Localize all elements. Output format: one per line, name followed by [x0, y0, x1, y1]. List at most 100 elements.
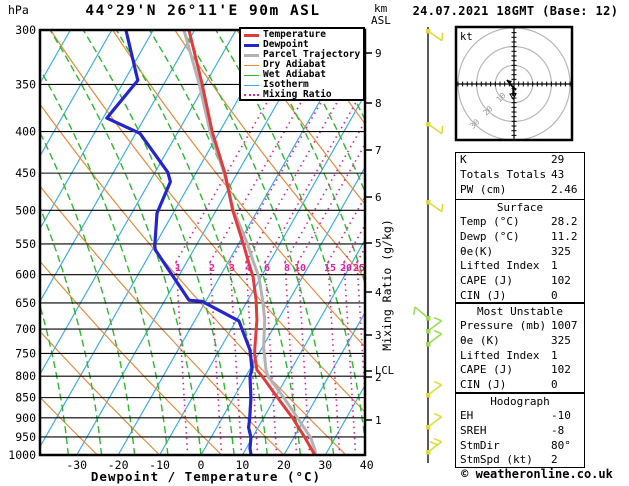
stat-value: 1 [551, 259, 558, 273]
legend-item-mixing-ratio: Mixing Ratio [241, 90, 363, 100]
stat-row: Temp (°C) 28.2 [456, 215, 584, 230]
svg-text:300: 300 [15, 23, 36, 37]
legend-item-parcel-trajectory: Parcel Trajectory [241, 50, 363, 60]
legend-line-sample [244, 43, 259, 47]
stat-value: 0 [551, 378, 558, 392]
svg-text:8: 8 [284, 263, 290, 274]
stat-value: 80° [551, 438, 571, 452]
stat-value: -8 [551, 423, 565, 437]
stat-value: 1007 [551, 319, 578, 332]
svg-text:800: 800 [15, 369, 36, 383]
svg-text:8: 8 [375, 97, 382, 110]
svg-text:-30: -30 [66, 458, 87, 472]
wind-barb-dot [426, 316, 431, 321]
stat-label: Pressure (mb) [460, 319, 547, 332]
stat-row: Lifted Index 1 [456, 259, 584, 274]
svg-text:450: 450 [15, 166, 36, 180]
svg-text:Dewpoint / Temperature (°C): Dewpoint / Temperature (°C) [91, 469, 321, 484]
stat-row: CAPE (J) 102 [456, 363, 584, 378]
stat-row: θe(K) 325 [456, 245, 584, 260]
stat-value: 325 [551, 244, 571, 258]
legend-line-sample [244, 94, 259, 96]
stat-row: Totals Totals 43 [456, 168, 584, 183]
stat-row: StmDir 80° [456, 439, 584, 454]
hodograph-unit-label: kt [460, 31, 473, 43]
stat-label: StmDir [460, 438, 500, 452]
stat-value: 102 [551, 274, 571, 288]
svg-text:700: 700 [15, 322, 36, 336]
legend-label: Wet Adiabat [263, 69, 326, 80]
svg-text:350: 350 [15, 77, 36, 91]
stat-label: θe (K) [460, 333, 500, 347]
stat-row: EH -10 [456, 409, 584, 424]
svg-text:550: 550 [15, 237, 36, 251]
station-title: 44°29'N 26°11'E 90m ASL [85, 3, 321, 19]
stat-label: Totals Totals [460, 167, 547, 181]
stats-section-title: Most Unstable [476, 305, 564, 318]
legend-label: Isotherm [263, 79, 309, 90]
stat-value: 28.2 [551, 215, 578, 228]
stat-row: Dewp (°C) 11.2 [456, 230, 584, 245]
stat-label: StmSpd (kt) [460, 453, 533, 467]
svg-text:650: 650 [15, 296, 36, 310]
svg-text:7: 7 [375, 144, 382, 157]
svg-text:2: 2 [209, 263, 215, 274]
stat-row: CIN (J) 0 [456, 378, 584, 393]
altitude-unit-label-km: km [374, 2, 388, 15]
legend-label: Dry Adiabat [263, 59, 326, 70]
stat-label: Lifted Index [460, 259, 540, 273]
legend-label: Temperature [263, 29, 326, 40]
stat-row: CAPE (J) 102 [456, 274, 584, 289]
stats-box-surface: Surface Temp (°C) 28.2 Dewp (°C) 11.2 θe… [455, 199, 585, 303]
legend-item-temperature: Temperature [241, 30, 363, 40]
svg-text:2: 2 [375, 371, 382, 384]
svg-text:1000: 1000 [8, 448, 36, 462]
svg-text:LCL: LCL [375, 365, 394, 377]
svg-text:20: 20 [277, 458, 291, 472]
svg-text:0: 0 [198, 458, 205, 472]
stat-value: 325 [551, 333, 571, 347]
stat-value: 2.46 [551, 182, 578, 196]
stat-row: CIN (J) 0 [456, 289, 584, 304]
stat-value: 43 [551, 167, 565, 181]
stat-value: 102 [551, 363, 571, 377]
stat-label: CAPE (J) [460, 274, 513, 288]
stat-row: K 29 [456, 153, 584, 168]
run-date-title: 24.07.2021 18GMT (Base: 12) [412, 4, 619, 18]
stat-value: -10 [551, 409, 571, 422]
stats-box-most-unstable: Most Unstable Pressure (mb) 1007 θe (K) … [455, 303, 585, 393]
stat-value: 29 [551, 153, 565, 166]
svg-text:1: 1 [375, 414, 382, 427]
stats-box-hodograph: Hodograph EH -10 SREH -8 StmDir 80° StmS… [455, 393, 585, 468]
svg-text:900: 900 [15, 411, 36, 425]
stat-label: SREH [460, 423, 487, 437]
stat-value: 1 [551, 348, 558, 362]
svg-text:6: 6 [264, 263, 270, 274]
svg-text:500: 500 [15, 203, 36, 217]
stat-label: CAPE (J) [460, 363, 513, 377]
svg-text:750: 750 [15, 346, 36, 360]
legend-item-isotherm: Isotherm [241, 80, 363, 90]
stat-label: Lifted Index [460, 348, 540, 362]
svg-text:-10: -10 [149, 458, 170, 472]
legend: Temperature Dewpoint Parcel Trajectory Dry … [239, 27, 365, 101]
legend-label: Parcel Trajectory [263, 49, 361, 60]
stat-label: PW (cm) [460, 182, 507, 196]
skewt-chart: 1 2 3 4 6 8 10 15 20 2530035040045050055060065070… [8, 23, 444, 484]
svg-text:850: 850 [15, 391, 36, 405]
altitude-unit-label-asl: ASL [371, 14, 391, 27]
svg-text:10: 10 [294, 263, 306, 274]
svg-text:5: 5 [375, 237, 382, 250]
stat-value: 2 [551, 453, 558, 467]
svg-text:400: 400 [15, 125, 36, 139]
legend-line-sample [244, 33, 259, 37]
stats-section-title: Surface [496, 201, 544, 214]
stat-label: EH [460, 409, 474, 422]
svg-text:6: 6 [375, 191, 382, 204]
legend-item-wet-adiabat: Wet Adiabat [241, 70, 363, 80]
legend-label: Dewpoint [263, 39, 309, 50]
stat-row: θe (K) 325 [456, 334, 584, 349]
legend-item-dry-adiabat: Dry Adiabat [241, 60, 363, 70]
